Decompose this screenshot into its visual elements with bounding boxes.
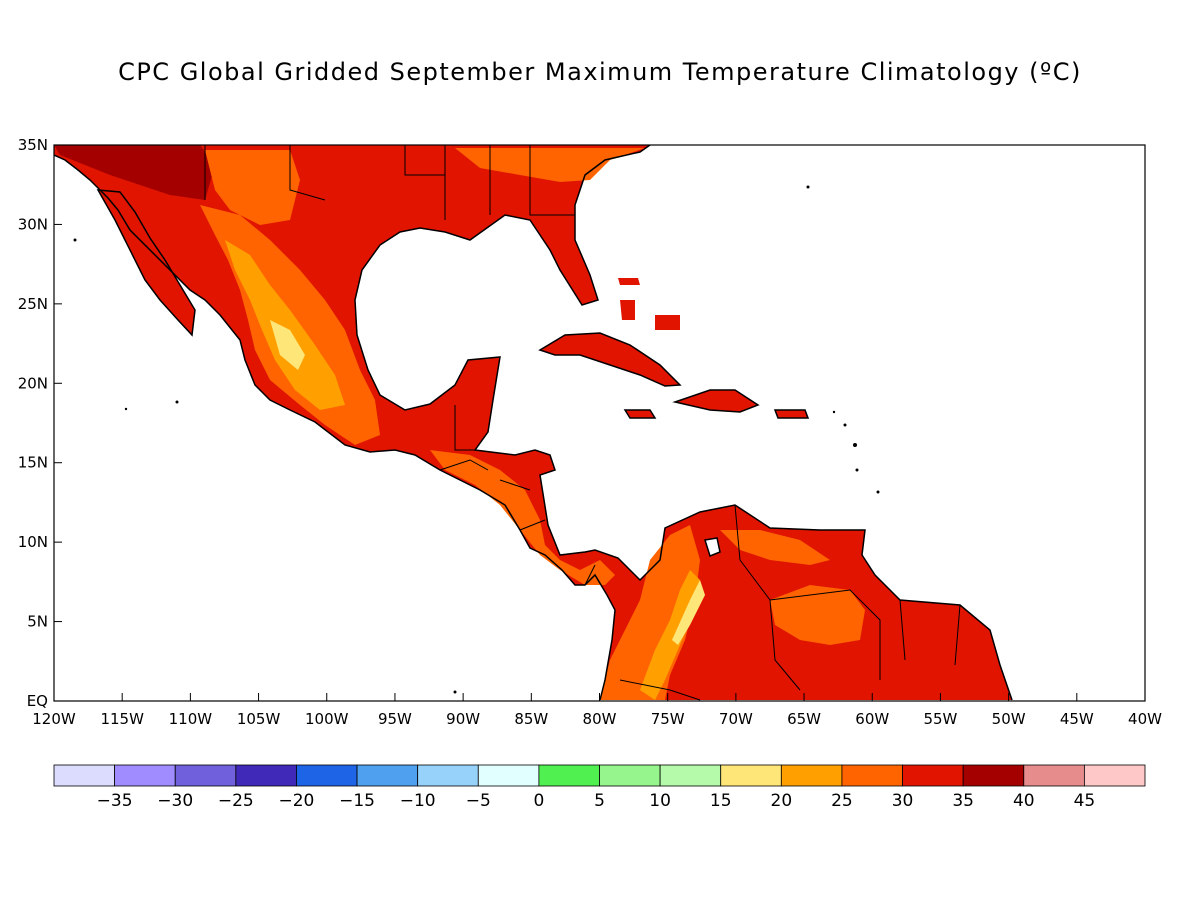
x-tick-label: 50W <box>992 710 1026 728</box>
mexico-plateau-cool <box>270 320 305 370</box>
colorbar-label: 30 <box>892 791 914 811</box>
guiana-highlands-orange <box>770 585 865 645</box>
colorbar-swatch <box>1023 764 1085 787</box>
colorbar-label: −25 <box>218 791 254 811</box>
y-tick-label: EQ <box>27 692 48 710</box>
land-cuba <box>540 333 680 386</box>
colorbar-swatch <box>659 764 722 787</box>
land-hispaniola <box>675 390 758 412</box>
colorbar-label: 10 <box>649 791 671 811</box>
x-tick-label: 100W <box>305 710 349 728</box>
x-tick-label: 60W <box>855 710 889 728</box>
colorbar-label: 20 <box>771 791 793 811</box>
y-tick-label: 5N <box>27 613 48 631</box>
x-tick-label: 55W <box>923 710 957 728</box>
central-america-orange <box>430 450 615 585</box>
x-tick-label: 70W <box>719 710 753 728</box>
colorbar-swatch <box>417 764 479 787</box>
y-tick-label: 15N <box>18 454 48 472</box>
sw-us-highlands <box>205 150 300 225</box>
x-tick-label: 110W <box>169 710 213 728</box>
colorbar-swatch <box>356 764 419 787</box>
x-tick-label: 90W <box>446 710 480 728</box>
sw-us-hot <box>54 145 215 200</box>
colorbar-label: 40 <box>1013 791 1035 811</box>
x-tick-label: 45W <box>1060 710 1094 728</box>
colorbar-label: 0 <box>533 791 544 811</box>
land-jamaica <box>625 410 655 418</box>
colorbar-swatch <box>780 764 843 787</box>
mexico-plateau <box>225 240 345 410</box>
colorbar-label: −15 <box>339 791 375 811</box>
x-axis: 120W 115W 110W 105W 100W 95W 90W 85W 80W 75W 70W 65… <box>32 693 1162 728</box>
x-tick-label: 115W <box>100 710 144 728</box>
colorbar-swatch <box>477 764 540 787</box>
map-title: CPC Global Gridded September Maximum Tem… <box>118 58 1082 86</box>
coastlines-and-borders <box>54 145 1013 701</box>
colorbar-swatch <box>538 764 600 787</box>
colorbar-swatch <box>235 764 297 787</box>
land-bahamas <box>618 278 680 330</box>
andes-cool <box>640 570 700 700</box>
y-tick-label: 10N <box>18 533 48 551</box>
colorbar-swatch <box>174 764 237 787</box>
venezuela-coast-orange <box>720 530 830 565</box>
x-tick-label: 105W <box>237 710 281 728</box>
land-baja-california <box>98 190 195 335</box>
colorbar: −35 −30 −25 −20 −15 −10 −5 0 5 10 15 20 25 30 35 40 45 <box>53 764 1146 811</box>
colorbar-label: 25 <box>831 791 853 811</box>
colorbar-label: 15 <box>710 791 732 811</box>
andes-coolest <box>672 580 705 645</box>
colorbar-swatch <box>53 764 116 787</box>
y-tick-label: 20N <box>18 374 48 392</box>
land-north-america <box>54 145 1012 700</box>
small-islands <box>73 185 880 694</box>
x-tick-label: 65W <box>787 710 821 728</box>
colorbar-swatch <box>902 764 964 787</box>
colorbar-label: 35 <box>952 791 974 811</box>
colorbar-label: −20 <box>278 791 314 811</box>
land-temperature-field <box>54 145 1012 700</box>
x-tick-label: 75W <box>651 710 685 728</box>
colorbar-label: 45 <box>1074 791 1096 811</box>
y-tick-label: 25N <box>18 295 48 313</box>
colorbar-swatch <box>599 764 661 787</box>
colorbar-label: −5 <box>466 791 491 811</box>
x-tick-label: 80W <box>583 710 617 728</box>
colorbar-label: 5 <box>594 791 605 811</box>
y-tick-label: 30N <box>18 215 48 233</box>
x-tick-label: 40W <box>1128 710 1162 728</box>
x-tick-label: 85W <box>514 710 548 728</box>
x-tick-label: 95W <box>378 710 412 728</box>
colorbar-label: −30 <box>157 791 193 811</box>
colorbar-label: −10 <box>400 791 436 811</box>
land-puerto-rico <box>775 410 808 418</box>
y-tick-label: 35N <box>18 136 48 154</box>
y-axis: 35N 30N 25N 20N 15N 10N 5N EQ <box>18 136 62 710</box>
se-us-orange <box>455 148 645 182</box>
x-tick-label: 120W <box>32 710 76 728</box>
colorbar-swatch <box>841 764 903 787</box>
colorbar-swatch <box>962 764 1025 787</box>
colorbar-swatch <box>1083 764 1146 787</box>
colorbar-swatch <box>114 764 176 787</box>
colorbar-swatch <box>296 764 358 787</box>
colorbar-label: −35 <box>97 791 133 811</box>
colorbar-swatch <box>720 764 782 787</box>
